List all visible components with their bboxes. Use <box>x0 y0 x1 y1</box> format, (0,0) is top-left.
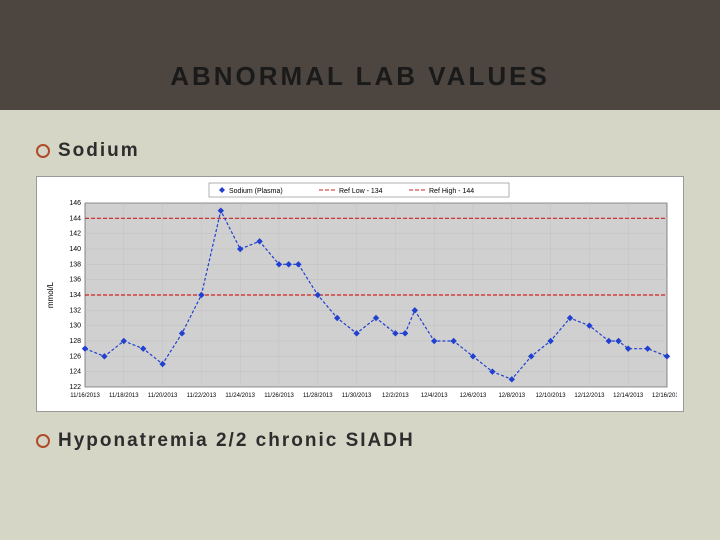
svg-text:11/28/2013: 11/28/2013 <box>303 393 333 399</box>
svg-text:126: 126 <box>69 353 81 360</box>
svg-text:mmol/L: mmol/L <box>46 281 55 308</box>
svg-text:146: 146 <box>69 200 81 207</box>
svg-text:12/8/2013: 12/8/2013 <box>498 393 525 399</box>
svg-text:11/18/2013: 11/18/2013 <box>109 393 139 399</box>
svg-text:132: 132 <box>69 307 81 314</box>
svg-text:140: 140 <box>69 246 81 253</box>
svg-text:138: 138 <box>69 261 81 268</box>
svg-text:11/26/2013: 11/26/2013 <box>264 393 294 399</box>
svg-text:136: 136 <box>69 277 81 284</box>
svg-text:130: 130 <box>69 323 81 330</box>
svg-text:Sodium (Plasma): Sodium (Plasma) <box>229 188 283 195</box>
svg-text:12/16/2013: 12/16/2013 <box>652 393 677 399</box>
page-title: ABNORMAL LAB VALUES <box>170 61 550 92</box>
circle-bullet-icon <box>36 434 50 448</box>
svg-text:12/6/2013: 12/6/2013 <box>460 393 487 399</box>
svg-text:12/10/2013: 12/10/2013 <box>536 393 567 399</box>
svg-text:12/12/2013: 12/12/2013 <box>574 393 605 399</box>
bullet-sodium: Sodium <box>36 140 684 162</box>
bullet-hyponatremia: Hyponatremia 2/2 chronic SIADH <box>36 430 684 452</box>
content-area: Sodium Sodium (Plasma) Ref Low - 134 Ref H… <box>0 110 720 452</box>
svg-text:11/20/2013: 11/20/2013 <box>148 393 178 399</box>
bullet-label: Sodium <box>58 140 140 162</box>
svg-text:124: 124 <box>69 369 81 376</box>
sodium-line-chart: Sodium (Plasma) Ref Low - 134 Ref High - 1… <box>41 181 677 407</box>
svg-text:12/14/2013: 12/14/2013 <box>613 393 644 399</box>
svg-text:11/22/2013: 11/22/2013 <box>187 393 217 399</box>
header-bar: ABNORMAL LAB VALUES <box>0 0 720 110</box>
svg-text:134: 134 <box>69 292 81 299</box>
svg-text:142: 142 <box>69 231 81 238</box>
circle-bullet-icon <box>36 144 50 158</box>
svg-text:12/2/2013: 12/2/2013 <box>382 393 409 399</box>
svg-text:144: 144 <box>69 215 81 222</box>
svg-text:Ref Low - 134: Ref Low - 134 <box>339 188 383 195</box>
svg-text:Ref High - 144: Ref High - 144 <box>429 188 474 195</box>
bullet-label: Hyponatremia 2/2 chronic SIADH <box>58 430 415 452</box>
svg-text:122: 122 <box>69 384 81 391</box>
svg-text:128: 128 <box>69 338 81 345</box>
svg-text:11/16/2013: 11/16/2013 <box>70 393 100 399</box>
svg-text:11/30/2013: 11/30/2013 <box>342 393 372 399</box>
svg-text:11/24/2013: 11/24/2013 <box>225 393 255 399</box>
sodium-chart-container: Sodium (Plasma) Ref Low - 134 Ref High - 1… <box>36 176 684 412</box>
svg-text:12/4/2013: 12/4/2013 <box>421 393 448 399</box>
